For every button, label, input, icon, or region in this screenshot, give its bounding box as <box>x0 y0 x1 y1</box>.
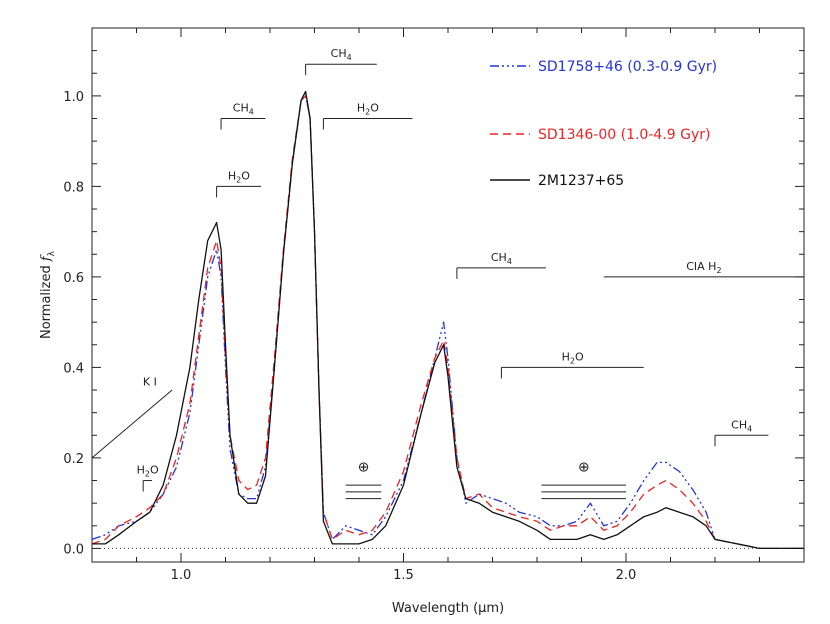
axis-ticks <box>91 28 805 562</box>
tick-labels: 1.0 1.5 2.0 0.0 0.2 0.4 0.6 0.8 1.0 <box>63 90 636 583</box>
x-tick-label: 2.0 <box>616 568 637 583</box>
ki-line <box>91 389 173 459</box>
series-line-1 <box>91 95 804 550</box>
series-line-2 <box>91 95 804 550</box>
plot-frame <box>91 27 805 563</box>
y-tick-label: 0.6 <box>63 271 84 286</box>
band-ch4-right-label: CH4 <box>731 418 752 433</box>
band-h2o-upper-label: H2O <box>357 102 379 117</box>
y-tick-label: 1.0 <box>63 90 84 105</box>
ki-label: K I <box>143 376 157 389</box>
band-ch4-top-label: CH4 <box>331 47 352 62</box>
band-h2o-small-label: H2O <box>137 464 159 479</box>
band-ch4-upper-left-label: CH4 <box>233 102 254 117</box>
y-tick-label: 0.8 <box>63 180 84 195</box>
y-tick-label: 0.0 <box>63 542 84 557</box>
x-tick-label: 1.0 <box>171 568 192 583</box>
annotations: CH4 CH4 H2O H2O CH4 CIA H2 H2O CH4 H2O K I ⊕ ⊕ <box>91 47 804 500</box>
band-h2o-left-label: H2O <box>228 169 250 184</box>
y-tick-label: 0.4 <box>63 361 84 376</box>
telluric-2-symbol: ⊕ <box>578 459 590 475</box>
legend-label-1: SD1758+46 (0.3-0.9 Gyr) <box>538 59 717 75</box>
legend: SD1758+46 (0.3-0.9 Gyr) SD1346-00 (1.0-4.… <box>490 59 717 189</box>
y-tick-label: 0.2 <box>63 452 84 467</box>
x-tick-label: 1.5 <box>393 568 414 583</box>
series-group <box>91 90 804 550</box>
band-ch4-mid-label: CH4 <box>491 251 512 266</box>
y-axis-label: Normalized fλ <box>39 250 57 339</box>
band-h2o-mid-label: H2O <box>562 350 584 365</box>
legend-label-2: SD1346-00 (1.0-4.9 Gyr) <box>538 127 710 143</box>
band-cia-h2-label: CIA H2 <box>686 260 721 275</box>
series-line-3 <box>92 90 804 550</box>
legend-label-3: 2M1237+65 <box>538 173 624 189</box>
x-axis-label: Wavelength (μm) <box>392 601 504 616</box>
telluric-1-symbol: ⊕ <box>358 459 370 475</box>
